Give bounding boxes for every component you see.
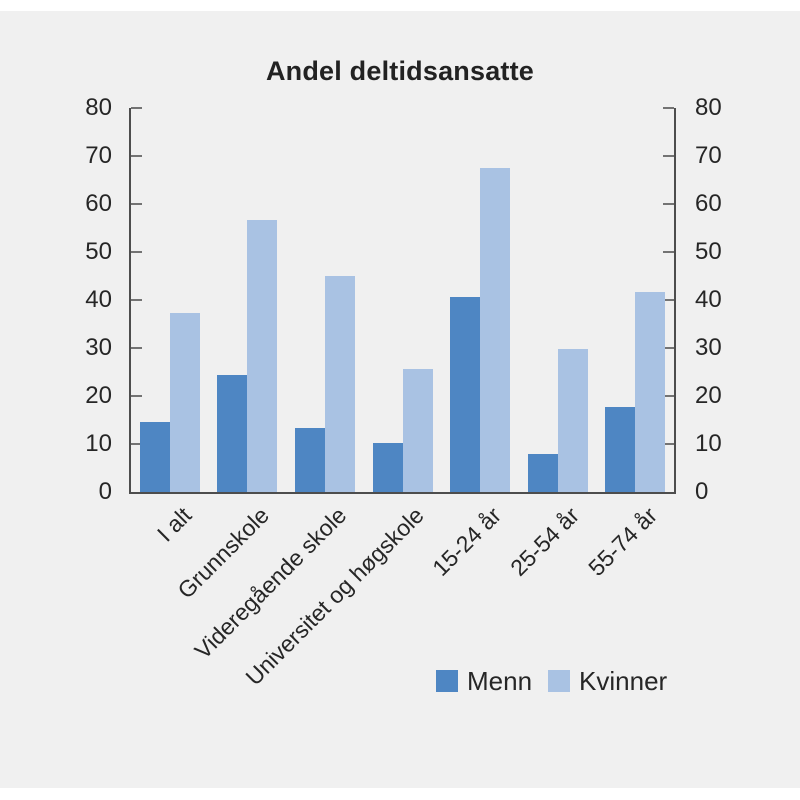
y-tick-label-right-70: 70	[695, 142, 722, 169]
bar-menn-1	[139, 422, 170, 492]
y-tick-label-right-50: 50	[695, 238, 722, 265]
bar-kvinner-5	[480, 167, 511, 492]
y-tick-label-left-30: 30	[85, 334, 112, 361]
bar-menn-6	[527, 453, 558, 492]
bar-kvinner-3	[324, 276, 355, 492]
y-tick-left-40	[131, 299, 142, 301]
y-tick-label-left-50: 50	[85, 238, 112, 265]
y-tick-label-right-0: 0	[695, 478, 709, 505]
y-tick-label-right-20: 20	[695, 382, 722, 409]
y-tick-left-10	[131, 443, 142, 445]
bar-menn-3	[294, 428, 325, 492]
y-tick-left-70	[131, 155, 142, 157]
y-tick-left-30	[131, 347, 142, 349]
bar-kvinner-4	[402, 369, 433, 492]
legend-item-menn: Menn	[436, 666, 532, 696]
bar-kvinner-7	[635, 292, 666, 492]
y-tick-label-right-10: 10	[695, 430, 722, 457]
bar-kvinner-6	[557, 349, 588, 492]
legend-label-menn: Menn	[467, 666, 533, 696]
bar-menn-5	[450, 297, 481, 492]
y-tick-label-left-80: 80	[85, 94, 112, 121]
y-tick-label-left-40: 40	[85, 286, 112, 313]
y-tick-left-20	[131, 395, 142, 397]
y-tick-label-right-80: 80	[695, 94, 722, 121]
y-tick-right-70	[663, 155, 674, 157]
legend-label-kvinner: Kvinner	[579, 666, 668, 696]
plot-area: 0 0 10 10 20 20 30 30 40 40 50 50 60 60 70 70 80 80 I alt G…	[85, 94, 721, 690]
y-tick-label-right-30: 30	[695, 334, 722, 361]
y-tick-label-left-20: 20	[85, 382, 112, 409]
legend-swatch-menn	[436, 670, 458, 692]
y-tick-left-50	[131, 251, 142, 253]
bar-menn-4	[372, 442, 403, 492]
y-tick-right-30	[663, 347, 674, 349]
y-tick-label-right-60: 60	[695, 190, 722, 217]
bar-menn-2	[217, 375, 248, 492]
y-tick-right-60	[663, 203, 674, 205]
y-tick-label-left-70: 70	[85, 142, 112, 169]
y-tick-left-80	[131, 107, 142, 109]
y-tick-label-left-60: 60	[85, 190, 112, 217]
y-tick-right-50	[663, 251, 674, 253]
y-tick-label-left-10: 10	[85, 430, 112, 457]
y-tick-right-40	[663, 299, 674, 301]
legend: Menn Kvinner	[436, 666, 667, 696]
y-tick-right-10	[663, 443, 674, 445]
y-tick-right-20	[663, 395, 674, 397]
bar-menn-7	[605, 406, 636, 492]
chart-title: Andel deltidsansatte	[265, 56, 535, 86]
y-tick-right-80	[663, 107, 674, 109]
legend-item-kvinner: Kvinner	[548, 666, 667, 696]
y-tick-label-left-0: 0	[98, 478, 112, 505]
bar-kvinner-1	[169, 312, 200, 492]
y-tick-label-right-40: 40	[695, 286, 722, 313]
chart-panel-background	[0, 11, 800, 788]
y-tick-left-60	[131, 203, 142, 205]
bar-kvinner-2	[247, 219, 278, 492]
legend-swatch-kvinner	[548, 670, 571, 692]
